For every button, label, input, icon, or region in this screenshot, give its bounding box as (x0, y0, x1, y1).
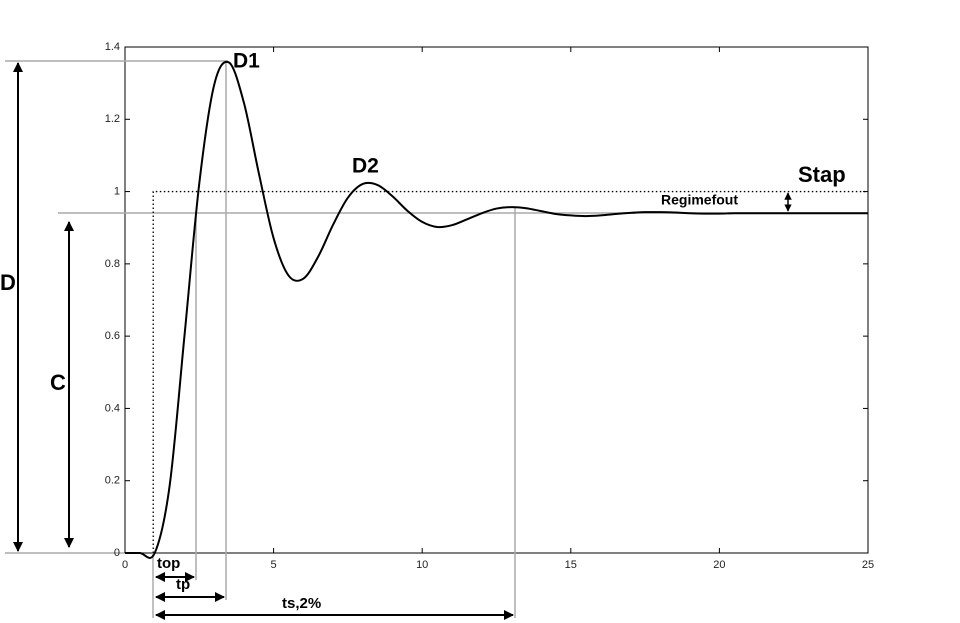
x-tick-label: 20 (713, 559, 725, 571)
y-tick-label: 0.4 (105, 402, 120, 414)
x-tick-label: 25 (862, 559, 874, 571)
y-tick-label: 1.2 (105, 113, 120, 125)
annotation: top (157, 555, 180, 572)
annotation: C (50, 370, 66, 395)
y-tick-label: 0.6 (105, 330, 120, 342)
y-tick-label: 0 (114, 547, 120, 559)
annotation: D (0, 270, 16, 295)
annotation: D2 (352, 155, 379, 178)
guides (5, 60, 868, 620)
y-tick-label: 1 (114, 185, 120, 197)
x-tick-label: 0 (122, 559, 128, 571)
x-tick-label: 15 (565, 559, 577, 571)
response-line (125, 60, 868, 559)
x-tick-label: 10 (416, 559, 428, 571)
plot-frame (124, 46, 869, 554)
annotation: D1 (233, 50, 260, 73)
y-tick-label: 0.8 (105, 258, 120, 270)
annotation: ts,2% (282, 595, 321, 612)
annotation: tp (176, 576, 190, 593)
annotation: Stap (798, 162, 846, 187)
y-tick-label: 1.4 (105, 41, 120, 53)
y-tick-label: 0.2 (105, 475, 120, 487)
annotation: Regimefout (661, 192, 738, 208)
x-tick-label: 5 (271, 559, 277, 571)
step-line (152, 190, 868, 553)
